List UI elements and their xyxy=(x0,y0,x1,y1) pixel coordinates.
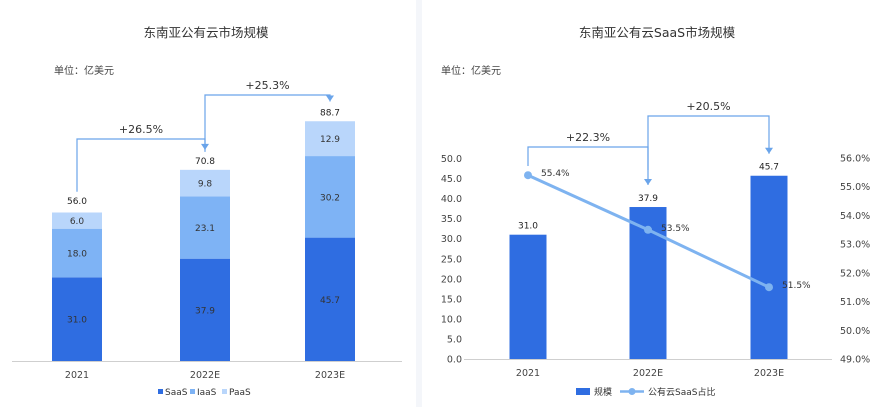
x-tick-label: 2023E xyxy=(315,370,345,381)
y-left-tick-label: 50.0 xyxy=(441,154,462,165)
y-left-tick-label: 5.0 xyxy=(447,334,462,345)
x-tick-label: 2023E xyxy=(754,368,784,379)
y-right-tick-label: 52.0% xyxy=(840,268,870,279)
y-left-tick-label: 35.0 xyxy=(441,214,462,225)
x-tick-label: 2021 xyxy=(516,368,540,379)
growth-arrow-head xyxy=(644,179,652,186)
growth-rate-label: +25.3% xyxy=(245,79,289,92)
growth-arrow-head xyxy=(326,95,334,102)
total-value-label: 56.0 xyxy=(67,197,87,207)
y-right-tick-label: 54.0% xyxy=(840,211,870,222)
right-chart-panel: 东南亚公有云SaaS市场规模 单位：亿美元 0.0 5.0 10.0 15.0 20.0… xyxy=(422,0,881,407)
y-left-tick-label: 20.0 xyxy=(441,274,462,285)
total-value-label: 70.8 xyxy=(195,157,215,167)
legend-swatch-point xyxy=(628,388,636,395)
y-right-tick-label: 49.0% xyxy=(840,355,870,366)
segment-value-label: 30.2 xyxy=(320,193,340,203)
chart-title: 东南亚公有云SaaS市场规模 xyxy=(579,25,736,40)
share-point xyxy=(644,225,652,234)
bar-segment-paas xyxy=(180,169,230,197)
y-left-tick-label: 40.0 xyxy=(441,194,462,205)
share-value-label: 51.5% xyxy=(782,281,811,291)
bar-line-combo-chart: 东南亚公有云SaaS市场规模 单位：亿美元 0.0 5.0 10.0 15.0 20.0… xyxy=(441,25,870,398)
legend-swatch-bar xyxy=(576,388,590,395)
growth-bracket-line xyxy=(647,115,770,170)
legend-swatch-paas xyxy=(222,389,227,394)
y-left-tick-label: 10.0 xyxy=(441,314,462,325)
y-left-tick-label: 25.0 xyxy=(441,254,462,265)
legend-label: SaaS xyxy=(165,388,188,398)
unit-label: 单位：亿美元 xyxy=(54,64,114,77)
share-value-label: 53.5% xyxy=(661,224,690,234)
bar-segment-iaas xyxy=(52,228,102,278)
bar-value-label: 45.7 xyxy=(759,163,779,173)
bar-segment-saas xyxy=(52,277,102,361)
growth-arrow-head xyxy=(765,147,773,154)
y-left-tick-label: 30.0 xyxy=(441,234,462,245)
x-tick-label: 2022E xyxy=(190,370,220,381)
growth-rate-label: +26.5% xyxy=(119,123,163,136)
segment-value-label: 12.9 xyxy=(320,135,340,145)
y-right-tick-label: 56.0% xyxy=(840,154,870,165)
segment-value-label: 6.0 xyxy=(70,217,85,227)
legend-label: PaaS xyxy=(229,388,251,398)
segment-value-label: 18.0 xyxy=(67,250,87,260)
left-chart-panel: 东南亚公有云市场规模 单位：亿美元 31.0 18.0 6.0 56.0 2021 37.… xyxy=(0,0,416,407)
growth-bracket-line xyxy=(527,146,649,186)
bar xyxy=(750,175,788,359)
share-point xyxy=(765,283,773,292)
stacked-bar-chart: 东南亚公有云市场规模 单位：亿美元 31.0 18.0 6.0 56.0 2021 37.… xyxy=(12,25,402,398)
y-right-tick-label: 51.0% xyxy=(840,297,870,308)
legend-label: 公有云SaaS占比 xyxy=(648,386,715,398)
share-value-label: 55.4% xyxy=(541,169,570,179)
y-left-tick-label: 0.0 xyxy=(447,355,462,366)
legend-swatch-iaas xyxy=(190,389,195,394)
y-right-tick-label: 50.0% xyxy=(840,326,870,337)
y-right-tick-label: 53.0% xyxy=(840,240,870,251)
share-point xyxy=(524,171,532,180)
bar-value-label: 37.9 xyxy=(638,194,658,204)
bar-segment-iaas xyxy=(180,196,230,259)
segment-value-label: 9.8 xyxy=(198,180,213,190)
chart-title: 东南亚公有云市场规模 xyxy=(143,25,269,40)
bar xyxy=(509,234,547,359)
bar-segment-saas xyxy=(305,237,355,361)
y-right-tick-label: 55.0% xyxy=(840,182,870,193)
growth-rate-label: +20.5% xyxy=(686,100,730,113)
segment-value-label: 23.1 xyxy=(195,224,215,234)
growth-rate-label: +22.3% xyxy=(566,131,610,144)
segment-value-label: 31.0 xyxy=(67,316,87,326)
segment-value-label: 45.7 xyxy=(320,296,340,306)
total-value-label: 88.7 xyxy=(320,109,340,119)
bar-segment-paas xyxy=(52,212,102,229)
bar-value-label: 31.0 xyxy=(518,222,538,232)
legend-swatch-saas xyxy=(158,389,163,394)
x-tick-label: 2022E xyxy=(633,368,663,379)
x-tick-label: 2021 xyxy=(65,370,89,381)
legend-label: 规模 xyxy=(594,387,612,398)
segment-value-label: 37.9 xyxy=(195,306,215,316)
unit-label: 单位：亿美元 xyxy=(441,64,501,77)
y-left-tick-label: 45.0 xyxy=(441,174,462,185)
y-left-tick-label: 15.0 xyxy=(441,294,462,305)
bar-segment-saas xyxy=(180,258,230,361)
bar-segment-paas xyxy=(305,121,355,157)
legend-label: IaaS xyxy=(197,388,217,398)
bar-segment-iaas xyxy=(305,156,355,238)
